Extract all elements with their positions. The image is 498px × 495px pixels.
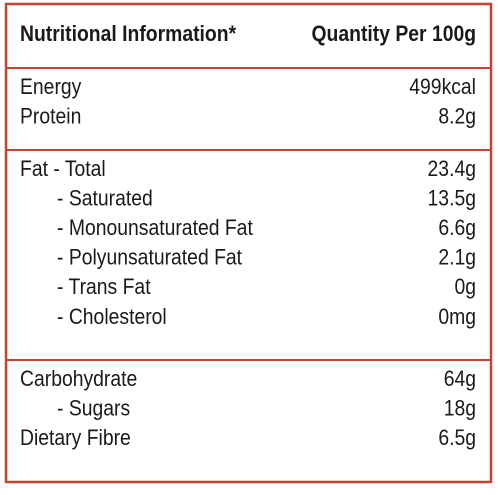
row-value: 0mg bbox=[438, 305, 476, 329]
row-value: 8.2g bbox=[438, 104, 476, 128]
row-label: Energy bbox=[20, 75, 82, 99]
row-value: 18g bbox=[444, 396, 476, 420]
row-label: Protein bbox=[20, 104, 81, 128]
row-label: - Sugars bbox=[57, 396, 130, 420]
row-value: 0g bbox=[454, 275, 476, 299]
row-value: 499kcal bbox=[409, 75, 476, 99]
table-border bbox=[4, 2, 493, 484]
row-label: - Trans Fat bbox=[57, 275, 151, 299]
header-quantity: Quantity Per 100g bbox=[311, 22, 476, 46]
row-label: - Polyunsaturated Fat bbox=[57, 245, 242, 269]
row-label: Dietary Fibre bbox=[20, 426, 131, 450]
row-value: 13.5g bbox=[428, 186, 476, 210]
row-label: Fat - Total bbox=[20, 157, 106, 181]
row-value: 64g bbox=[444, 367, 476, 391]
table-text: Nutritional Information* Quantity Per 10… bbox=[20, 22, 476, 451]
row-value: 23.4g bbox=[428, 157, 476, 181]
row-label: Carbohydrate bbox=[20, 367, 137, 391]
row-value: 6.5g bbox=[438, 426, 476, 450]
row-label: - Saturated bbox=[57, 186, 153, 210]
row-label: - Cholesterol bbox=[57, 305, 167, 329]
row-value: 2.1g bbox=[438, 245, 476, 269]
header-label: Nutritional Information* bbox=[20, 22, 237, 46]
row-label: - Monounsaturated Fat bbox=[57, 216, 253, 240]
row-value: 6.6g bbox=[438, 216, 476, 240]
